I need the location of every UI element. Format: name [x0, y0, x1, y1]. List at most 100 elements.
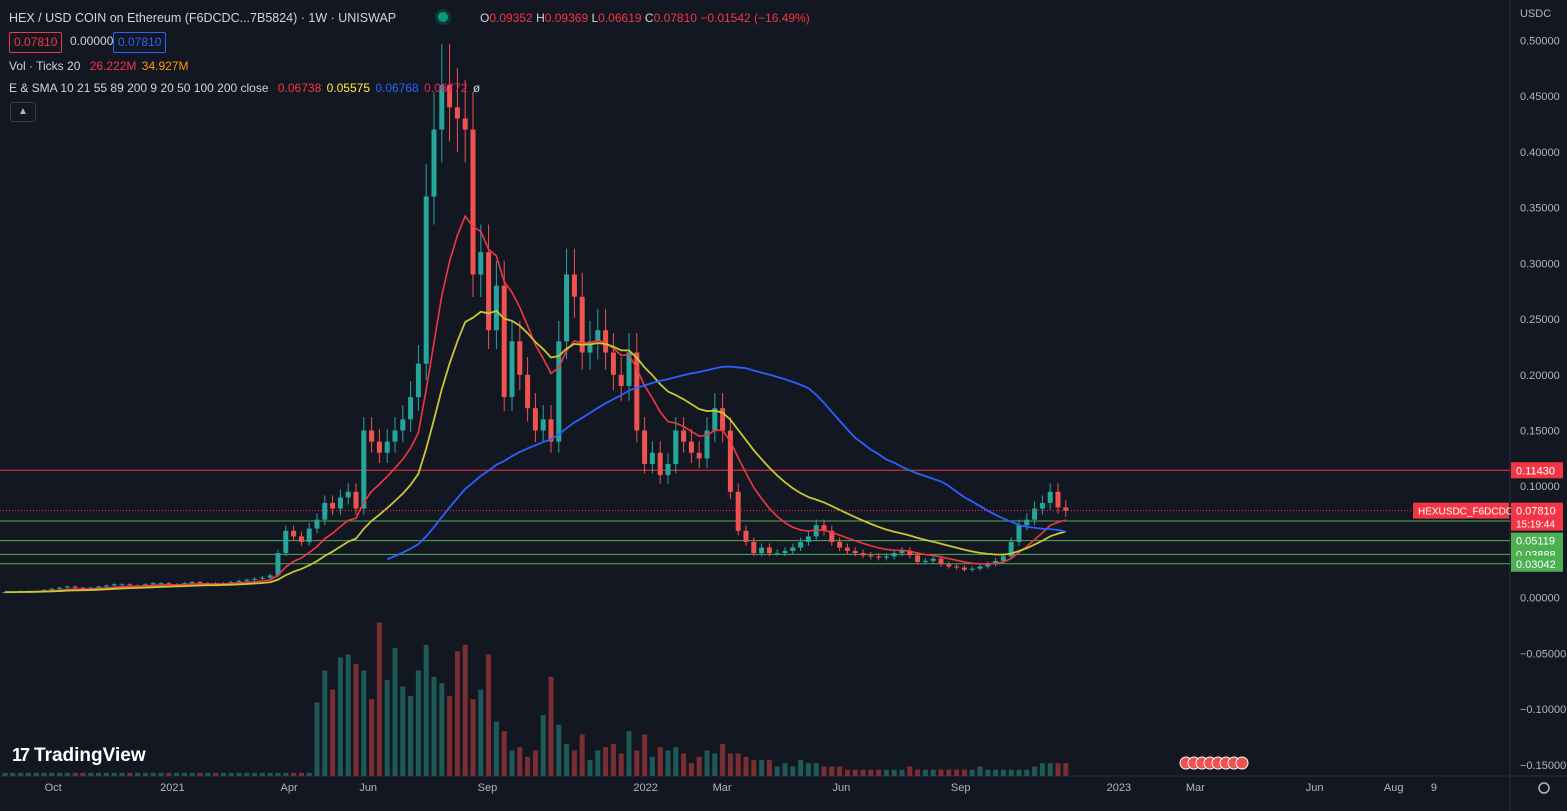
- market-status-icon[interactable]: [438, 12, 448, 22]
- time-tick-label: Mar: [1186, 782, 1205, 794]
- volume-bar: [376, 622, 382, 776]
- candle-body: [337, 497, 343, 509]
- candle-body: [938, 558, 944, 565]
- bid-price[interactable]: 0.07810: [9, 32, 63, 53]
- volume-bar: [166, 772, 172, 776]
- volume-bar: [431, 676, 437, 776]
- tradingview-logo[interactable]: 17 TradingView: [12, 745, 146, 767]
- volume-bar: [501, 731, 507, 776]
- change-value: −0.01542 (−16.49%): [700, 11, 810, 25]
- price-level-tag: [1511, 555, 1563, 572]
- ma-legend[interactable]: E & SMA 10 21 55 89 200 9 20 50 100 200 …: [9, 81, 480, 95]
- candle-body: [673, 430, 679, 464]
- volume-bar: [688, 763, 694, 776]
- candle-body: [564, 274, 570, 342]
- volume-bar: [306, 772, 312, 776]
- candle-body: [657, 452, 663, 476]
- candle-body: [306, 528, 312, 542]
- candle-body: [610, 352, 616, 375]
- volume-bar: [135, 772, 141, 776]
- volume-bar: [18, 772, 24, 776]
- volume-bar: [852, 769, 858, 776]
- candle-body: [665, 463, 671, 476]
- volume-bar: [525, 756, 531, 776]
- candle-body: [743, 530, 749, 542]
- volume-bar: [837, 766, 843, 776]
- volume-bar: [345, 654, 351, 776]
- candle-body: [1024, 519, 1030, 526]
- volume-bar: [174, 772, 180, 776]
- candle-body: [517, 341, 523, 375]
- ma-value-2: 0.05575: [326, 81, 370, 95]
- volume-label: Vol · Ticks 20: [9, 59, 81, 73]
- price-tick-label: −0.10000: [1520, 704, 1566, 716]
- volume-bar: [454, 651, 460, 776]
- volume-bar: [478, 689, 484, 776]
- volume-bar: [439, 683, 445, 776]
- volume-value: 26.222M: [89, 59, 137, 73]
- ask-price[interactable]: 0.07810: [113, 32, 167, 53]
- candle-body: [883, 556, 889, 558]
- volume-bar: [805, 763, 811, 776]
- candle-body: [166, 583, 172, 585]
- volume-bar: [322, 670, 328, 776]
- candle-body: [922, 560, 928, 563]
- volume-bar: [337, 657, 343, 776]
- time-tick-label: Jun: [833, 782, 851, 794]
- chevron-up-icon[interactable]: ▲: [10, 102, 36, 122]
- candle-body: [556, 341, 562, 442]
- volume-bar: [626, 731, 632, 776]
- candle-body: [860, 553, 866, 556]
- candle-body: [548, 419, 554, 442]
- ma-label: E & SMA 10 21 55 89 200 9 20 50 100 200 …: [9, 81, 269, 95]
- volume-bar: [603, 747, 609, 776]
- candle-body: [454, 107, 460, 119]
- ma-value-4: 0.06772: [424, 81, 468, 95]
- close-value: 0.07810: [653, 11, 697, 25]
- volume-legend[interactable]: Vol · Ticks 20 26.222M 34.927M: [9, 59, 188, 73]
- volume-bar: [1024, 769, 1030, 776]
- volume-bar: [938, 769, 944, 776]
- volume-bar: [883, 769, 889, 776]
- volume-bar: [408, 696, 414, 776]
- price-tick-label: 0.25000: [1520, 314, 1560, 326]
- last-price-tag: [1511, 502, 1563, 531]
- candle-body: [439, 85, 445, 130]
- volume-bar: [595, 750, 601, 776]
- volume-bar: [64, 772, 70, 776]
- candle-body: [400, 419, 406, 431]
- candle-body: [291, 530, 297, 537]
- candle-body: [369, 430, 375, 442]
- candle-body: [330, 502, 336, 509]
- candle-body: [587, 341, 593, 353]
- volume-bar: [720, 744, 726, 776]
- time-tick-label: 2022: [633, 782, 657, 794]
- volume-bar: [41, 772, 47, 776]
- volume-bar: [548, 676, 554, 776]
- volume-bar: [1008, 769, 1014, 776]
- candle-body: [150, 583, 156, 585]
- candle-body: [876, 556, 882, 558]
- volume-bar: [361, 670, 367, 776]
- candle-body: [236, 580, 242, 583]
- time-tick-label: Sep: [951, 782, 971, 794]
- volume-bar: [665, 750, 671, 776]
- candle-body: [1039, 502, 1045, 509]
- volume-bar: [977, 766, 983, 776]
- volume-bar: [150, 772, 156, 776]
- volume-bar: [571, 750, 577, 776]
- volume-bar: [423, 644, 429, 776]
- ema-10-line: [5, 214, 1067, 593]
- volume-bar: [961, 769, 967, 776]
- volume-bar: [696, 756, 702, 776]
- tradingview-icon: 17: [12, 745, 30, 765]
- volume-bar: [244, 772, 250, 776]
- low-value: 0.06619: [598, 11, 642, 25]
- volume-bar: [1055, 763, 1061, 776]
- price-tick-label: 0.20000: [1520, 370, 1560, 382]
- spread-value: 0.00000: [70, 34, 114, 48]
- volume-bar: [673, 747, 679, 776]
- candle-body: [314, 519, 320, 529]
- candle-body: [228, 582, 234, 584]
